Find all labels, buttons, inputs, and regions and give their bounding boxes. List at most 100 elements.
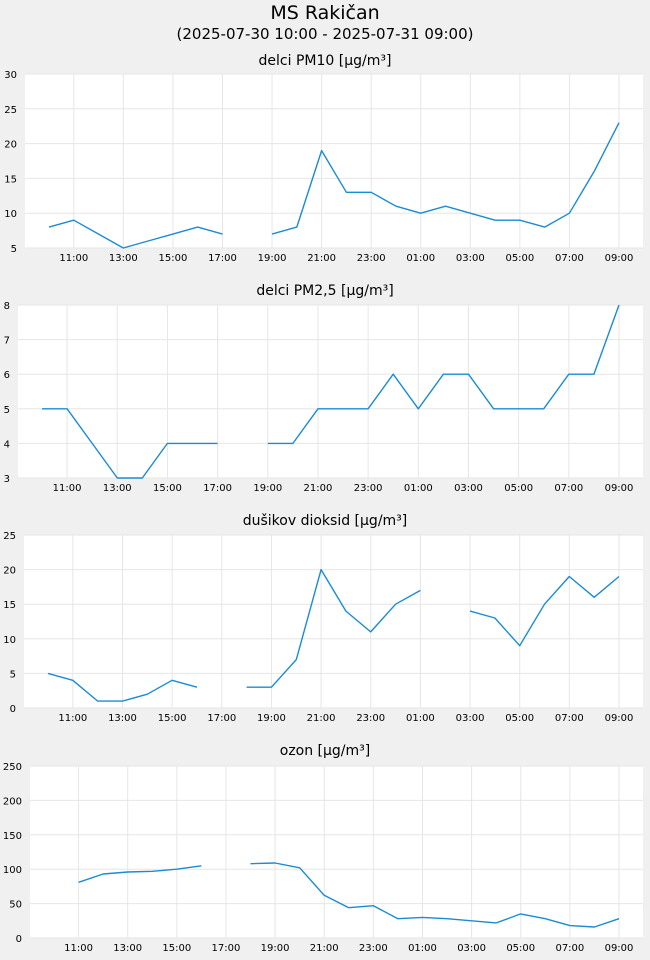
x-tick-label: 21:00 [307,713,336,724]
x-tick-label: 23:00 [354,483,383,494]
chart-panel-3: dušikov dioksid [µg/m³] 0 5 10 15 20 25 11:00 13… [3,513,643,724]
x-tick-label: 23:00 [356,713,385,724]
plot-area [25,74,643,248]
x-tick-label: 07:00 [554,483,583,494]
data-point [46,671,50,675]
data-point [145,692,149,696]
series-line-segment [48,219,223,249]
data-point [492,407,496,411]
data-point [77,880,81,884]
x-tick-label: 09:00 [605,713,634,724]
x-tick-label: 17:00 [208,253,237,264]
x-tick-label: 01:00 [408,943,437,954]
data-point [518,644,522,648]
x-tick-label: 07:00 [555,253,584,264]
data-point [592,169,596,173]
x-tick-label: 19:00 [253,483,282,494]
data-point [617,121,621,125]
data-point [617,917,621,921]
x-tick-label: 15:00 [158,253,187,264]
data-point [121,699,125,703]
y-tick-label: 5 [11,244,17,255]
data-point [165,441,169,445]
chart-title: delci PM10 [µg/m³] [259,53,392,69]
data-point [493,616,497,620]
data-point [396,917,400,921]
data-point [394,204,398,208]
chart-title: dušikov dioksid [µg/m³] [243,513,408,529]
y-tick-label: 20 [4,140,17,151]
data-point [441,372,445,376]
data-point [567,211,571,215]
y-tick-label: 150 [3,831,22,842]
data-point [617,303,621,307]
data-point [592,925,596,929]
plot-area [24,535,643,708]
x-tick-label: 03:00 [457,943,486,954]
data-point [470,919,474,923]
x-tick-label: 23:00 [357,253,386,264]
data-point [467,372,471,376]
data-point [542,407,546,411]
data-point [126,870,130,874]
x-tick-label: 07:00 [555,943,584,954]
data-point [295,225,299,229]
data-point [517,407,521,411]
series-line-segment [78,865,202,883]
x-tick-label: 01:00 [404,483,433,494]
data-point [617,575,621,579]
x-tick-label: 19:00 [261,943,290,954]
x-tick-label: 11:00 [53,483,82,494]
data-point [115,476,119,480]
y-tick-label: 25 [4,105,17,116]
y-tick-label: 10 [4,209,17,220]
y-tick-label: 30 [4,70,17,81]
data-point [47,225,51,229]
x-tick-label: 15:00 [153,483,182,494]
data-point [97,232,101,236]
series-line-segment [250,862,620,928]
data-point [150,869,154,873]
x-tick-label: 13:00 [108,713,137,724]
x-tick-label: 09:00 [605,943,634,954]
data-point [366,407,370,411]
data-point [221,232,225,236]
data-point [96,699,100,703]
y-tick-label: 0 [16,934,22,945]
data-point [320,149,324,153]
data-point [171,232,175,236]
series-line-segment [469,575,620,647]
data-point [175,867,179,871]
y-tick-label: 7 [4,336,10,347]
data-point [468,609,472,613]
data-point [419,211,423,215]
chart-panel-2: delci PM2,5 [µg/m³] 3 4 5 6 7 8 11:00 13:00 15:00… [4,283,643,494]
data-point [543,602,547,606]
x-tick-label: 03:00 [456,253,485,264]
data-point [468,211,472,215]
x-tick-label: 05:00 [504,483,533,494]
x-tick-label: 03:00 [454,483,483,494]
x-tick-label: 21:00 [304,483,333,494]
data-point [344,609,348,613]
y-tick-label: 10 [3,635,16,646]
data-point [90,441,94,445]
plot-area [30,766,643,938]
data-point [444,204,448,208]
data-point [344,190,348,194]
data-point [543,917,547,921]
x-tick-label: 13:00 [113,943,142,954]
x-tick-label: 17:00 [207,713,236,724]
chart-panel-1: delci PM10 [µg/m³] 5 10 15 20 25 30 11:00 13:00 1… [4,53,643,264]
y-tick-label: 100 [3,865,22,876]
series-line-segment [246,568,421,688]
data-point [371,904,375,908]
x-tick-label: 07:00 [555,713,584,724]
data-point [245,685,249,689]
chart-title: delci PM2,5 [µg/m³] [256,283,393,299]
chart-panel-4: ozon [µg/m³] 0 50 100 150 200 250 11:00 13:00 15:… [3,743,643,954]
y-tick-label: 25 [3,531,16,542]
x-tick-label: 01:00 [406,713,435,724]
data-point [121,246,125,250]
